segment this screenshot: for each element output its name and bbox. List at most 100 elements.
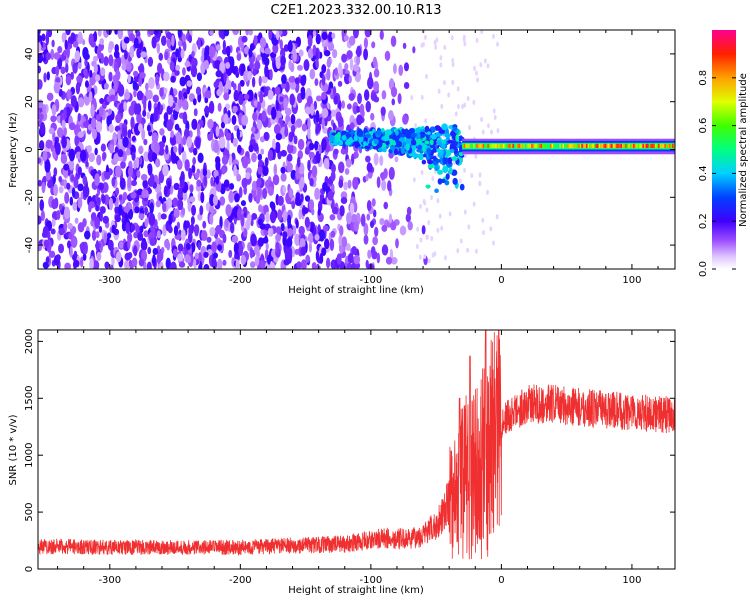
heatmap-cell: [117, 138, 124, 146]
heatmap-cell: [421, 159, 427, 165]
heatmap-cell: [496, 41, 499, 47]
heatmap-cell: [294, 77, 300, 85]
heatmap-cell: [371, 250, 378, 260]
heatmap-cell: [290, 114, 296, 125]
heatmap-cell: [321, 64, 327, 74]
heatmap-cell: [135, 103, 142, 115]
heatmap-cell: [215, 125, 220, 138]
heatmap-cell: [134, 206, 140, 214]
heatmap-cell: [513, 143, 516, 149]
heatmap-cell: [38, 79, 43, 90]
heatmap-cell: [598, 143, 601, 149]
heatmap-cell: [223, 71, 227, 83]
heatmap-cell: [265, 211, 270, 223]
heatmap-cell: [606, 143, 609, 149]
heatmap-cell: [401, 128, 406, 134]
heatmap-cell: [311, 208, 315, 216]
heatmap-cell: [224, 218, 229, 228]
heatmap-cell: [537, 143, 540, 149]
heatmap-cell: [58, 88, 63, 97]
heatmap-cell: [103, 152, 107, 160]
heatmap-cell: [379, 155, 384, 166]
heatmap-cell: [367, 249, 372, 259]
heatmap-cell: [308, 241, 313, 253]
heatmap-cell: [454, 111, 458, 117]
heatmap-cell: [287, 246, 293, 259]
heatmap-cell: [185, 242, 191, 251]
heatmap-cell: [141, 128, 146, 141]
heatmap-cell: [82, 185, 90, 198]
heatmap-cell: [487, 143, 490, 149]
heatmap-cell: [447, 92, 451, 98]
heatmap-cell: [664, 143, 667, 149]
heatmap-cell: [263, 131, 269, 141]
heatmap-cell: [560, 143, 563, 149]
heatmap-cell: [314, 187, 320, 200]
heatmap-cell: [136, 169, 141, 178]
heatmap-cell: [643, 143, 646, 149]
heatmap-cell: [334, 67, 338, 76]
heatmap-cell: [184, 60, 191, 68]
heatmap-cell: [363, 48, 369, 61]
x-tick-label: -200: [229, 275, 252, 286]
heatmap-cell: [486, 189, 489, 195]
heatmap-cell: [151, 132, 159, 145]
heatmap-cell: [229, 190, 233, 202]
heatmap-cell: [189, 196, 196, 203]
heatmap-cell: [133, 231, 138, 239]
heatmap-cell: [658, 143, 660, 149]
heatmap-cell: [170, 261, 177, 269]
heatmap-cell: [395, 129, 399, 136]
heatmap-cell: [213, 81, 219, 89]
heatmap-cell: [162, 163, 169, 177]
heatmap-cell: [673, 143, 675, 149]
heatmap-cell: [501, 143, 504, 149]
heatmap-cell: [233, 89, 240, 102]
heatmap-cell: [371, 41, 376, 49]
heatmap-cell: [58, 203, 63, 211]
heatmap-cell: [346, 103, 352, 110]
heatmap-cell: [424, 140, 430, 145]
heatmap-cell: [165, 144, 169, 155]
heatmap-cell: [152, 247, 159, 256]
heatmap-cell: [184, 159, 190, 172]
heatmap-cell: [75, 82, 81, 95]
heatmap-cell: [72, 41, 79, 48]
heatmap-cell: [391, 98, 396, 106]
heatmap-cell: [582, 143, 585, 149]
heatmap-cell: [127, 74, 131, 84]
heatmap-cell: [603, 143, 606, 149]
heatmap-cell: [463, 209, 467, 215]
heatmap-cell: [345, 243, 351, 252]
heatmap-cell: [124, 252, 132, 261]
heatmap-cell: [53, 81, 61, 94]
heatmap-cell: [275, 241, 280, 255]
heatmap-cell: [167, 180, 171, 190]
heatmap-cell: [395, 238, 399, 249]
heatmap-cell: [95, 121, 103, 133]
heatmap-cell: [125, 221, 131, 235]
heatmap-cell: [267, 89, 274, 100]
heatmap-cell: [94, 74, 101, 82]
heatmap-cell: [475, 248, 478, 254]
heatmap-cell: [69, 196, 74, 206]
heatmap-cell: [79, 242, 86, 250]
heatmap-cell: [645, 143, 648, 149]
heatmap-cell: [275, 98, 280, 111]
heatmap-cell: [63, 163, 70, 171]
heatmap-cell: [384, 129, 391, 137]
heatmap-cell: [340, 148, 346, 155]
heatmap-cell: [328, 31, 333, 42]
heatmap-cell: [61, 135, 67, 149]
heatmap-cell: [367, 76, 374, 90]
heatmap-cell: [97, 30, 102, 37]
heatmap-cell: [473, 65, 476, 71]
heatmap-cell: [343, 35, 349, 42]
heatmap-cell: [203, 251, 209, 258]
heatmap-cell: [118, 103, 125, 114]
heatmap-cell: [295, 196, 301, 204]
heatmap-cell: [168, 213, 173, 225]
heatmap-cell: [363, 222, 369, 236]
heatmap-cell: [507, 143, 510, 149]
heatmap-cell: [137, 65, 144, 72]
